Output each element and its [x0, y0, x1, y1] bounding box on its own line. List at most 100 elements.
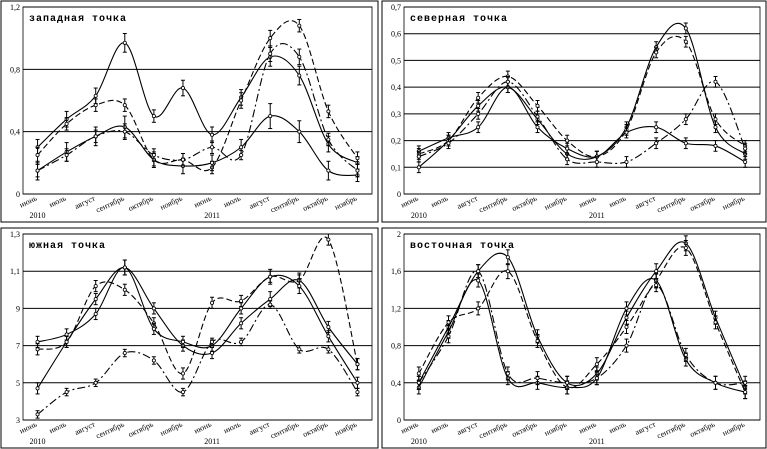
point — [535, 125, 540, 130]
point — [297, 23, 302, 28]
x-group-label: 2010 — [30, 211, 46, 220]
point — [93, 311, 98, 316]
point — [64, 153, 69, 158]
point — [326, 137, 331, 142]
point — [93, 297, 98, 302]
point — [239, 306, 244, 311]
point — [535, 338, 540, 343]
y-tick-label: 0,2 — [391, 137, 401, 146]
point — [180, 157, 185, 162]
x-group-label: 2010 — [411, 437, 427, 446]
point — [297, 284, 302, 289]
x-group-label: 2011 — [589, 211, 605, 220]
y-tick-label: 0,1 — [391, 163, 401, 172]
y-tick-label: 0,3 — [391, 110, 401, 119]
point — [355, 380, 360, 385]
panel-frame — [0, 0, 379, 223]
point — [446, 141, 451, 146]
panel-title: южная точка — [29, 241, 106, 252]
point — [122, 129, 127, 134]
point — [64, 332, 69, 337]
y-tick-label: 1,2 — [10, 3, 20, 12]
point — [713, 320, 718, 325]
point — [654, 283, 659, 288]
point — [476, 306, 481, 311]
point — [654, 50, 659, 55]
point — [624, 324, 629, 329]
point — [505, 371, 510, 376]
point — [713, 79, 718, 84]
point — [535, 103, 540, 108]
point — [180, 390, 185, 395]
point — [180, 339, 185, 344]
point — [565, 138, 570, 143]
point — [180, 371, 185, 376]
y-tick-label: 0,5 — [391, 56, 401, 65]
point — [594, 376, 599, 381]
point — [64, 390, 69, 395]
point — [446, 320, 451, 325]
point — [743, 159, 748, 164]
y-tick-label: 0,4 — [391, 379, 401, 388]
point — [210, 300, 215, 305]
point — [64, 339, 69, 344]
point — [476, 125, 481, 130]
point — [355, 390, 360, 395]
y-tick-label: 1,1 — [10, 267, 20, 276]
point — [239, 145, 244, 150]
point — [210, 339, 215, 344]
panel-title: западная точка — [29, 14, 127, 25]
point — [326, 347, 331, 352]
point — [683, 39, 688, 44]
point — [268, 297, 273, 302]
point — [683, 245, 688, 250]
point — [476, 95, 481, 100]
y-tick-label: 1,6 — [391, 267, 401, 276]
panel-frame — [381, 227, 767, 449]
point — [93, 284, 98, 289]
point — [535, 114, 540, 119]
point — [35, 168, 40, 173]
point — [210, 160, 215, 165]
point — [151, 358, 156, 363]
point — [476, 103, 481, 108]
point — [64, 121, 69, 126]
point — [268, 274, 273, 279]
point — [268, 302, 273, 307]
point — [565, 380, 570, 385]
y-tick-label: 1,2 — [391, 304, 401, 313]
point — [297, 347, 302, 352]
point — [151, 306, 156, 311]
point — [654, 141, 659, 146]
point — [93, 103, 98, 108]
y-tick-label: 0,4 — [391, 83, 401, 92]
point — [210, 132, 215, 137]
point — [210, 145, 215, 150]
point — [505, 269, 510, 274]
point — [624, 130, 629, 135]
point — [297, 73, 302, 78]
point — [505, 79, 510, 84]
point — [416, 154, 421, 159]
panel-title: восточная точка — [410, 241, 515, 252]
y-tick-label: 0,4 — [10, 128, 20, 137]
series-line — [418, 86, 746, 163]
x-group-label: 2010 — [30, 437, 46, 446]
series-line — [418, 270, 746, 386]
y-tick-label: 1,3 — [10, 230, 20, 239]
point — [326, 324, 331, 329]
point — [35, 386, 40, 391]
series-line — [37, 266, 358, 384]
point — [35, 339, 40, 344]
point — [416, 165, 421, 170]
point — [326, 334, 331, 339]
point — [355, 168, 360, 173]
panel-frame — [0, 227, 379, 449]
point — [476, 278, 481, 283]
point — [565, 157, 570, 162]
point — [743, 390, 748, 395]
